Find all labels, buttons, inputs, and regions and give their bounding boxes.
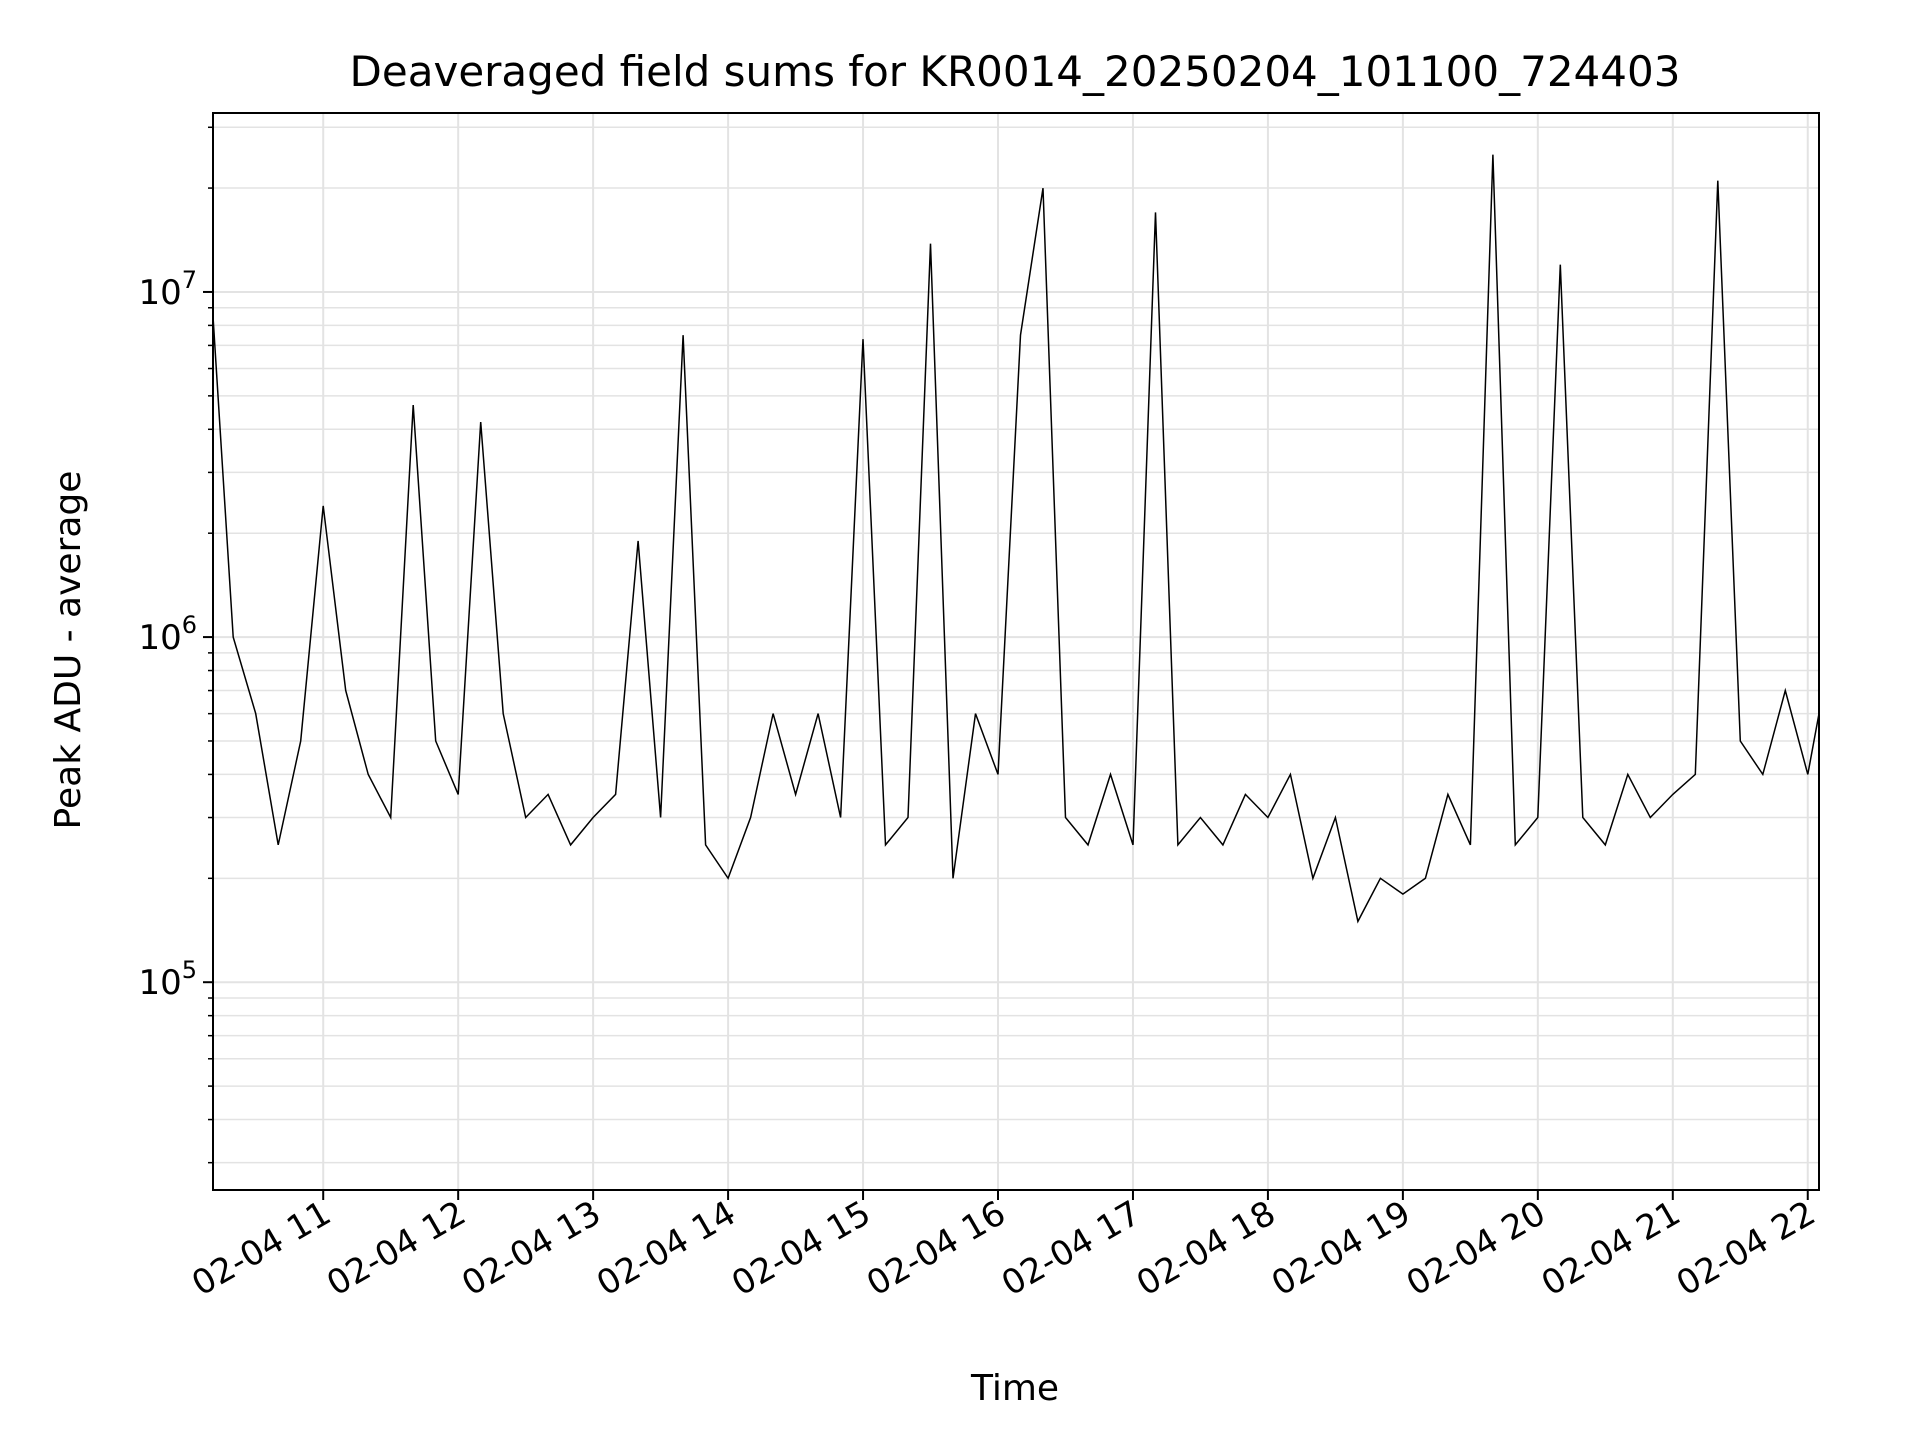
- chart-title: Deaveraged field sums for KR0014_2025020…: [350, 47, 1681, 96]
- grid: [213, 113, 1819, 1190]
- y-tick-label: 107: [138, 266, 197, 313]
- x-axis-label: Time: [970, 1368, 1059, 1409]
- series: [212, 154, 1820, 924]
- y-tick-label: 106: [138, 611, 197, 658]
- y-axis: 105 106 107: [138, 126, 213, 1164]
- y-tick-label: 105: [138, 956, 197, 1003]
- y-axis-label: Peak ADU - average: [48, 471, 89, 830]
- series-line: [212, 154, 1820, 924]
- plot-frame: [212, 112, 1820, 1191]
